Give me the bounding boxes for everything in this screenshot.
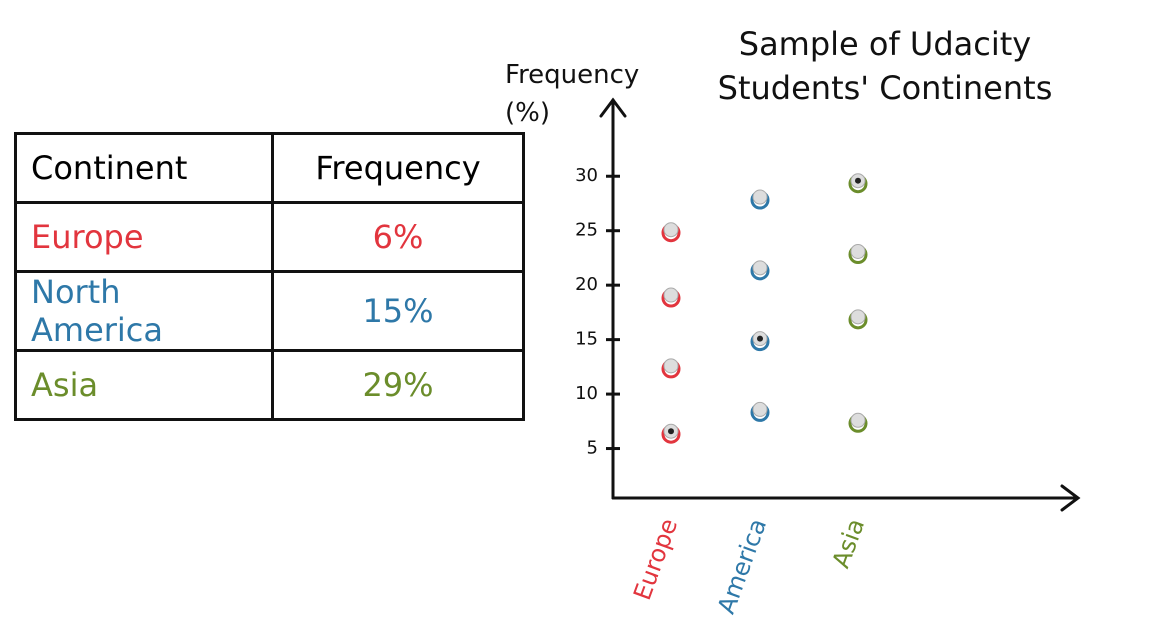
chart-title: Sample of Udacity Students' Continents — [717, 25, 1053, 107]
continent-cell: Asia — [14, 349, 274, 421]
selected-dot — [668, 428, 674, 435]
point-cap — [752, 189, 768, 205]
selected-dot — [855, 177, 861, 184]
frequency-cell: 6% — [271, 201, 525, 273]
table-header: Continent Frequency — [14, 132, 525, 204]
x-tick-label: Asia — [827, 515, 871, 572]
point-cap — [850, 243, 866, 259]
point-cap — [752, 401, 768, 417]
x-tick-label: North America — [686, 515, 772, 619]
y-tick-label: 5 — [587, 438, 598, 459]
y-tick-label: 15 — [575, 329, 598, 350]
frequency-table: Continent Frequency Europe 6% North Americ… — [14, 132, 525, 421]
point-cap — [850, 412, 866, 428]
table-row: Europe 6% — [14, 201, 525, 273]
header-cell: Frequency — [271, 132, 525, 204]
y-arrow — [599, 97, 627, 118]
selected-dot — [757, 335, 763, 342]
frequency-cell: 29% — [271, 349, 525, 421]
continent-cell: North America — [14, 270, 274, 352]
y-tick-label: 30 — [575, 165, 598, 186]
point-cap — [663, 222, 679, 238]
y-tick-label: 10 — [575, 383, 598, 404]
continent-cell: Europe — [14, 201, 274, 273]
x-tick-label: Europe — [628, 515, 683, 604]
table-body: Europe 6% North America 15% Asia 29% — [14, 201, 525, 421]
axes — [599, 97, 1081, 512]
table-row: North America 15% — [14, 270, 525, 352]
point-cap — [850, 309, 866, 325]
y-tick-label: 25 — [575, 220, 598, 241]
frequency-cell: 15% — [271, 270, 525, 352]
point-cap — [752, 260, 768, 276]
point-cap — [663, 358, 679, 374]
y-tick-label: 20 — [575, 274, 598, 295]
table-row: Asia 29% — [14, 349, 525, 421]
x-arrow — [1060, 484, 1081, 512]
point-cap — [663, 287, 679, 303]
y-axis-label: Frequency (%) — [505, 60, 640, 128]
header-cell: Continent — [14, 132, 274, 204]
